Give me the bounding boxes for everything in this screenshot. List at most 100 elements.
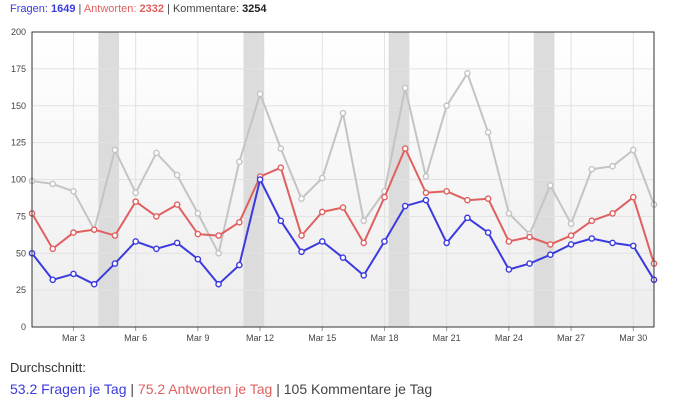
data-point-comments	[567, 220, 575, 228]
data-point-answers	[318, 208, 326, 216]
data-point-questions	[236, 261, 243, 269]
data-point-answers	[298, 232, 305, 239]
y-tick-label: 125	[11, 138, 26, 148]
data-point-comments	[318, 174, 326, 182]
data-point-answers	[381, 193, 388, 201]
data-point-comments	[173, 171, 181, 179]
data-point-answers	[401, 145, 409, 152]
data-point-answers	[70, 229, 77, 236]
x-tick-label: Mar 24	[495, 333, 523, 343]
data-point-comments	[443, 102, 450, 110]
data-point-comments	[464, 70, 471, 77]
data-point-answers	[547, 241, 554, 248]
x-tick-label: Mar 3	[62, 333, 85, 343]
data-point-questions	[70, 270, 77, 278]
activity-line-chart: 0 25 50 75 100 125 150 175 200 Mar 3 Mar 6 Mar 9 Mar…	[11, 27, 658, 343]
data-point-questions	[401, 202, 409, 210]
data-point-comments	[484, 129, 492, 136]
data-point-questions	[132, 238, 139, 245]
data-point-answers	[360, 239, 368, 247]
data-point-questions	[526, 260, 533, 267]
data-point-questions	[49, 276, 57, 284]
separator: |	[276, 381, 280, 397]
data-point-answers	[277, 164, 285, 171]
x-tick-label: Mar 21	[433, 333, 461, 343]
data-point-comments	[111, 146, 119, 154]
x-tick-label: Mar 9	[186, 333, 209, 343]
data-point-answers	[173, 201, 181, 208]
data-point-questions	[484, 229, 492, 236]
data-point-comments	[215, 249, 222, 257]
data-point-comments	[360, 217, 368, 225]
data-point-questions	[629, 242, 637, 250]
data-point-answers	[484, 195, 492, 202]
data-point-questions	[256, 176, 264, 183]
data-point-questions	[194, 255, 202, 263]
data-point-answers	[215, 232, 222, 239]
data-point-questions	[547, 251, 554, 259]
average-answers: 75.2 Antworten je Tag	[137, 381, 273, 397]
average-summary: 53.2 Fragen je Tag | 75.2 Antworten je T…	[10, 381, 432, 397]
y-tick-label: 150	[11, 101, 26, 111]
data-point-answers	[111, 232, 119, 239]
average-comments: 105 Kommentare je Tag	[283, 381, 433, 397]
data-point-answers	[90, 226, 98, 233]
data-point-comments	[132, 189, 139, 197]
data-point-comments	[49, 180, 57, 188]
data-point-questions	[215, 280, 222, 288]
data-point-comments	[547, 182, 554, 189]
data-point-questions	[505, 266, 513, 273]
separator: |	[167, 3, 170, 15]
data-point-comments	[609, 162, 616, 170]
questions-total-label: Fragen:	[10, 3, 48, 15]
data-point-comments	[505, 210, 513, 217]
data-point-questions	[381, 238, 388, 245]
data-point-answers	[49, 245, 57, 253]
x-tick-label: Mar 12	[246, 333, 274, 343]
data-point-answers	[526, 233, 533, 241]
answers-total-label: Antworten:	[83, 3, 137, 15]
data-point-answers	[609, 210, 616, 217]
data-point-comments	[153, 149, 160, 157]
questions-total-value: 1649	[50, 3, 76, 15]
y-tick-label: 200	[11, 27, 26, 37]
data-point-comments	[629, 146, 637, 154]
data-point-comments	[236, 158, 243, 166]
data-point-questions	[173, 239, 181, 247]
data-point-answers	[629, 193, 637, 201]
data-point-answers	[505, 238, 513, 245]
data-point-answers	[132, 198, 139, 205]
data-point-questions	[588, 235, 596, 242]
data-point-questions	[339, 254, 347, 261]
data-point-questions	[422, 196, 430, 204]
y-tick-label: 0	[21, 322, 26, 332]
average-questions: 53.2 Fragen je Tag	[10, 381, 127, 397]
y-tick-label: 75	[16, 211, 26, 221]
y-tick-label: 25	[16, 285, 26, 295]
comments-total-label: Kommentare:	[172, 3, 239, 15]
plot-frame	[31, 31, 655, 328]
answers-total-value: 2332	[139, 3, 164, 15]
data-point-questions	[298, 248, 305, 256]
data-point-comments	[339, 109, 347, 117]
data-point-questions	[90, 280, 98, 288]
data-point-comments	[277, 145, 285, 152]
data-point-answers	[194, 230, 202, 238]
data-point-questions	[277, 217, 285, 225]
data-point-answers	[464, 196, 471, 204]
y-tick-label: 175	[11, 64, 26, 74]
data-point-questions	[318, 238, 326, 245]
data-point-comments	[422, 173, 430, 180]
data-point-answers	[236, 218, 243, 226]
x-tick-label: Mar 18	[370, 333, 398, 343]
y-tick-label: 50	[16, 248, 26, 258]
data-point-comments	[401, 84, 409, 92]
x-tick-label: Mar 6	[124, 333, 147, 343]
x-tick-label: Mar 15	[308, 333, 336, 343]
data-point-answers	[588, 217, 596, 225]
data-point-questions	[153, 245, 160, 253]
data-point-questions	[567, 241, 575, 248]
x-tick-label: Mar 30	[619, 333, 647, 343]
data-point-answers	[567, 232, 575, 239]
separator: |	[78, 3, 82, 15]
